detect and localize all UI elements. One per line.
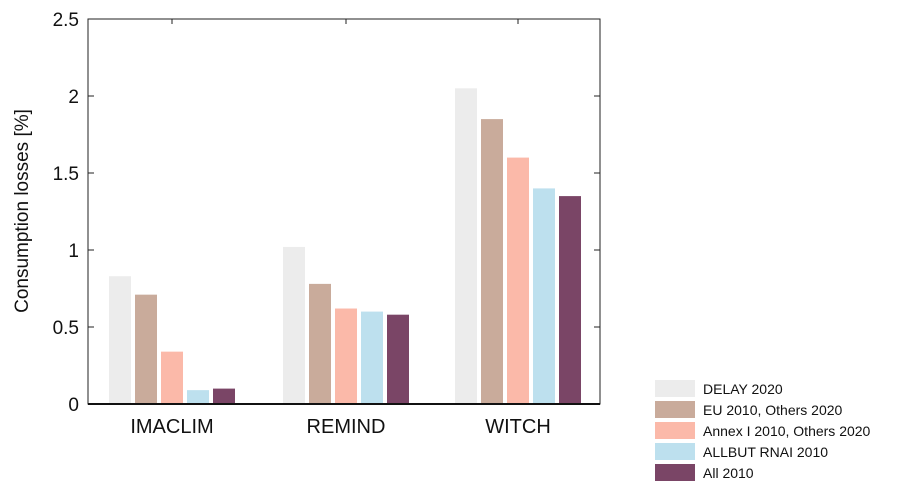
- legend-swatch-2: [655, 422, 695, 439]
- bar-imaclim-2: [161, 351, 183, 404]
- legend-swatch-1: [655, 401, 695, 418]
- y-tick-label: 0: [68, 395, 79, 416]
- legend-label-1: EU 2010, Others 2020: [703, 402, 843, 418]
- legend-swatch-4: [655, 464, 695, 481]
- legend-swatch-3: [655, 443, 695, 460]
- category-label-remind: REMIND: [307, 416, 386, 438]
- bar-remind-3: [361, 311, 383, 404]
- bar-imaclim-0: [109, 276, 131, 404]
- bar-witch-3: [533, 188, 555, 404]
- bar-imaclim-4: [213, 388, 235, 404]
- legend-label-4: All 2010: [703, 465, 754, 481]
- bar-remind-1: [309, 283, 331, 404]
- bar-witch-2: [507, 157, 529, 404]
- y-tick-label: 1.5: [53, 164, 79, 185]
- category-label-imaclim: IMACLIM: [130, 416, 213, 438]
- bar-witch-4: [559, 196, 581, 404]
- bar-imaclim-3: [187, 390, 209, 404]
- legend-label-3: ALLBUT RNAI 2010: [703, 444, 828, 460]
- bar-witch-0: [455, 88, 477, 405]
- bar-imaclim-1: [135, 294, 157, 404]
- legend-label-2: Annex I 2010, Others 2020: [703, 423, 871, 439]
- bars: [109, 88, 581, 405]
- bar-remind-4: [387, 314, 409, 404]
- y-axis-title: Consumption losses [%]: [12, 109, 33, 313]
- legend-swatch-0: [655, 380, 695, 397]
- bar-witch-1: [481, 119, 503, 404]
- category-label-witch: WITCH: [485, 416, 551, 438]
- legend-label-0: DELAY 2020: [703, 381, 783, 397]
- bar-remind-2: [335, 308, 357, 404]
- legend: DELAY 2020 EU 2010, Others 2020 Annex I 20…: [655, 380, 871, 481]
- y-axis-ticks: 0 0.5 1 1.5 2 2.5: [53, 10, 600, 416]
- y-tick-label: 2: [68, 87, 79, 108]
- bar-remind-0: [283, 246, 305, 404]
- category-labels: IMACLIM REMIND WITCH: [130, 19, 551, 438]
- y-tick-label: 1: [68, 241, 79, 262]
- y-tick-label: 0.5: [53, 318, 79, 339]
- y-tick-label: 2.5: [53, 10, 79, 31]
